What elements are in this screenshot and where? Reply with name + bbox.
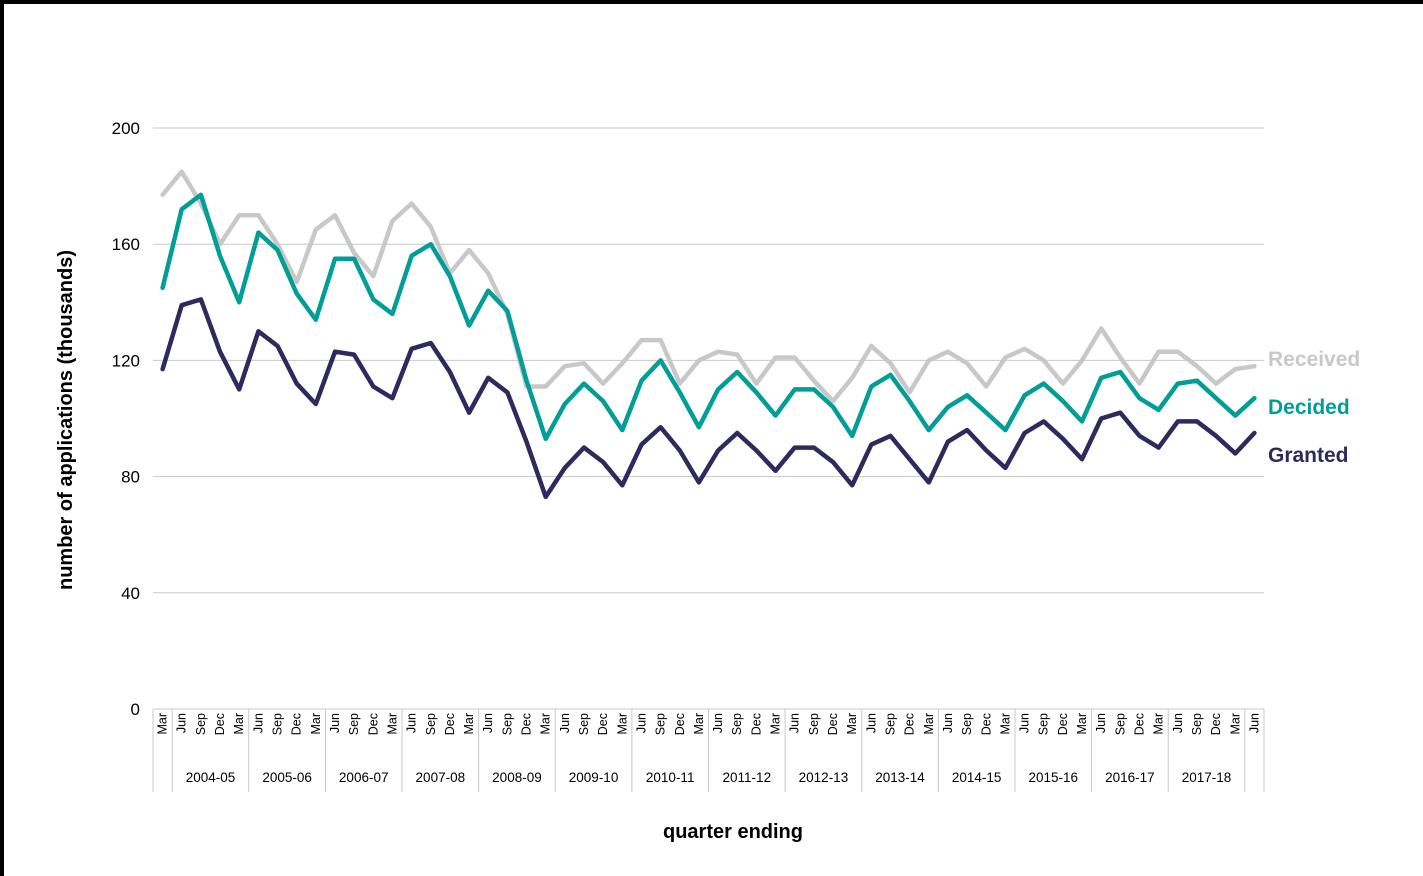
x-tick-label: Jun xyxy=(1247,713,1261,733)
group-label: 2015-16 xyxy=(1029,770,1079,785)
x-tick-label: Mar xyxy=(462,713,476,735)
x-tick-label: Mar xyxy=(692,713,706,735)
x-tick-label: Mar xyxy=(1075,713,1089,735)
x-tick-label: Mar xyxy=(309,713,323,735)
x-axis-title: quarter ending xyxy=(663,821,803,843)
x-tick-label: Dec xyxy=(1056,713,1070,735)
group-label: 2013-14 xyxy=(875,770,925,785)
x-tick-label: Dec xyxy=(749,713,763,735)
x-tick-label: Jun xyxy=(405,713,419,733)
x-tick-label: Jun xyxy=(788,713,802,733)
x-tick-label: Jun xyxy=(711,713,725,733)
x-tick-label: Mar xyxy=(615,713,629,735)
x-tick-label: Mar xyxy=(156,713,170,735)
series-label-received: Received xyxy=(1268,348,1360,371)
y-tick-label: 160 xyxy=(112,235,140,254)
y-tick-label: 0 xyxy=(131,700,140,719)
x-tick-label: Jun xyxy=(634,713,648,733)
x-tick-label: Jun xyxy=(251,713,265,733)
x-tick-label: Mar xyxy=(922,713,936,735)
x-tick-label: Dec xyxy=(290,713,304,735)
x-tick-label: Dec xyxy=(596,713,610,735)
group-label: 2011-12 xyxy=(723,770,772,785)
y-tick-label: 200 xyxy=(112,119,140,138)
group-label: 2012-13 xyxy=(799,770,849,785)
x-tick-label: Sep xyxy=(807,713,821,735)
x-tick-label: Dec xyxy=(520,713,534,735)
x-tick-label: Sep xyxy=(960,713,974,735)
x-tick-label: Sep xyxy=(577,713,591,735)
x-tick-label: Dec xyxy=(673,713,687,735)
group-label: 2006-07 xyxy=(339,770,389,785)
x-tick-label: Sep xyxy=(500,713,514,735)
group-label: 2005-06 xyxy=(262,770,312,785)
x-tick-label: Mar xyxy=(1228,713,1242,735)
x-tick-label: Mar xyxy=(232,713,246,735)
group-label: 2008-09 xyxy=(492,770,542,785)
y-tick-label: 120 xyxy=(112,351,140,370)
x-tick-label: Sep xyxy=(424,713,438,735)
x-tick-label: Sep xyxy=(271,713,285,735)
x-tick-label: Dec xyxy=(826,713,840,735)
group-label: 2007-08 xyxy=(416,770,466,785)
x-tick-label: Jun xyxy=(1018,713,1032,733)
group-label: 2017-18 xyxy=(1182,770,1232,785)
x-tick-label: Jun xyxy=(1094,713,1108,733)
y-axis-title: number of applications (thousands) xyxy=(55,250,77,590)
y-tick-label: 40 xyxy=(121,584,140,603)
x-tick-label: Jun xyxy=(941,713,955,733)
group-label: 2016-17 xyxy=(1105,770,1155,785)
series-label-granted: Granted xyxy=(1268,444,1349,467)
x-tick-label: Dec xyxy=(366,713,380,735)
x-tick-label: Dec xyxy=(1132,713,1146,735)
x-tick-label: Mar xyxy=(539,713,553,735)
x-tick-label: Sep xyxy=(730,713,744,735)
x-tick-label: Jun xyxy=(1171,713,1185,733)
x-tick-label: Dec xyxy=(443,713,457,735)
x-tick-label: Sep xyxy=(1113,713,1127,735)
x-tick-label: Mar xyxy=(1152,713,1166,735)
x-tick-label: Sep xyxy=(1037,713,1051,735)
x-tick-label: Jun xyxy=(328,713,342,733)
series-label-decided: Decided xyxy=(1268,396,1350,419)
x-tick-label: Mar xyxy=(845,713,859,735)
group-label: 2014-15 xyxy=(952,770,1002,785)
x-tick-label: Sep xyxy=(194,713,208,735)
x-tick-label: Dec xyxy=(903,713,917,735)
group-label: 2004-05 xyxy=(186,770,236,785)
x-tick-label: Dec xyxy=(1209,713,1223,735)
x-tick-label: Sep xyxy=(654,713,668,735)
x-tick-label: Mar xyxy=(769,713,783,735)
x-tick-label: Sep xyxy=(347,713,361,735)
x-tick-label: Dec xyxy=(213,713,227,735)
series-line-decided xyxy=(160,192,1257,442)
x-tick-label: Jun xyxy=(175,713,189,733)
group-label: 2009-10 xyxy=(569,770,619,785)
x-tick-label: Dec xyxy=(979,713,993,735)
x-tick-label: Jun xyxy=(481,713,495,733)
x-tick-label: Mar xyxy=(998,713,1012,735)
x-tick-label: Sep xyxy=(883,713,897,735)
group-label: 2010-11 xyxy=(646,770,695,785)
x-tick-label: Mar xyxy=(385,713,399,735)
x-tick-label: Sep xyxy=(1190,713,1204,735)
x-tick-label: Jun xyxy=(558,713,572,733)
series-line-granted xyxy=(160,297,1257,500)
series-line-received xyxy=(160,169,1257,404)
y-tick-label: 80 xyxy=(121,468,140,487)
x-tick-label: Jun xyxy=(864,713,878,733)
